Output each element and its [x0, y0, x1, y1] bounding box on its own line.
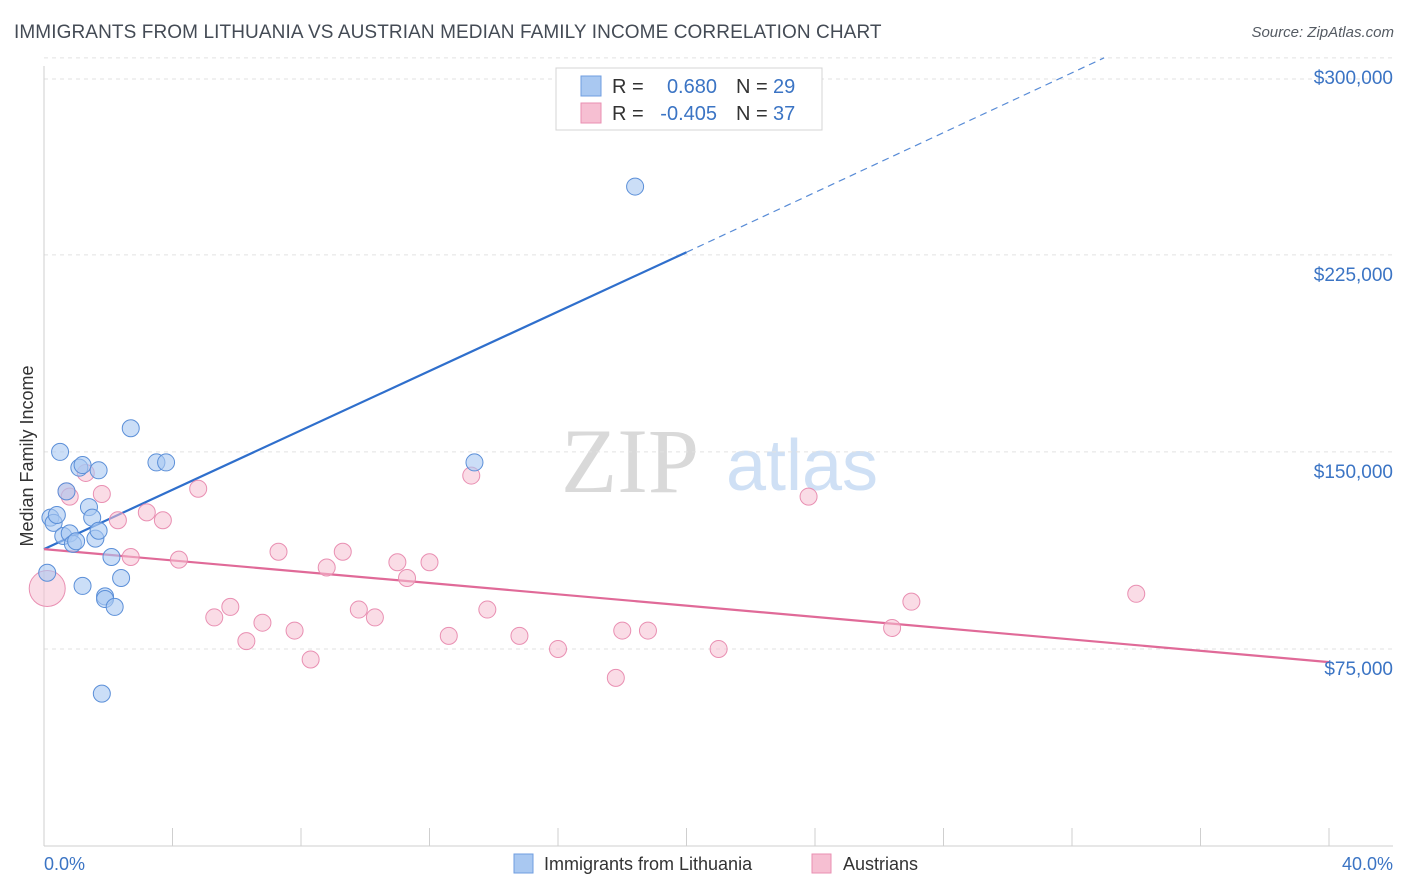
y-tick-label: $225,000 — [1314, 265, 1393, 286]
legend-r-value-1: 0.680 — [667, 76, 717, 98]
data-point-austrians — [253, 613, 272, 632]
data-point-austrians — [153, 511, 172, 530]
legend-r-value-2: -0.405 — [660, 103, 717, 125]
data-point-austrians — [439, 626, 458, 645]
x-min-label: 0.0% — [44, 854, 85, 874]
y-tick-label: $150,000 — [1314, 462, 1393, 483]
trend-line-austrians — [43, 548, 1330, 664]
data-point-austrians — [398, 569, 417, 588]
data-point-austrians — [137, 503, 156, 522]
data-point-austrians — [121, 548, 140, 567]
bottom-legend-label-2: Austrians — [843, 854, 918, 874]
data-point-austrians — [189, 479, 208, 498]
data-point-austrians — [883, 618, 902, 637]
data-point-austrians — [365, 608, 384, 627]
data-point-austrians — [606, 668, 625, 687]
bottom-legend-label-1: Immigrants from Lithuania — [544, 854, 753, 874]
legend-r-label-1: R = — [612, 76, 644, 98]
data-point-austrians — [237, 632, 256, 651]
trend-line-lithuania-extension — [686, 57, 1105, 253]
legend-n-value-1: 29 — [773, 76, 795, 98]
data-point-lithuania — [112, 569, 131, 588]
grid-lines — [44, 57, 1394, 650]
watermark-zip: ZIP — [561, 410, 699, 512]
legend-n-label-2: N = — [736, 103, 768, 125]
data-point-austrians — [92, 484, 111, 503]
source-label: Source: ZipAtlas.com — [1251, 24, 1394, 41]
data-point-austrians — [108, 511, 127, 530]
legend-n-label-1: N = — [736, 76, 768, 98]
correlation-legend: R = 0.680 N = 29 R = -0.405 N = 37 — [555, 67, 823, 131]
data-point-lithuania — [157, 453, 176, 472]
data-point-austrians — [205, 608, 224, 627]
data-point-lithuania — [73, 456, 92, 475]
data-point-lithuania — [92, 684, 111, 703]
data-point-lithuania — [626, 177, 645, 196]
legend-swatch-blue — [580, 75, 602, 97]
data-point-austrians — [221, 597, 240, 616]
data-point-austrians — [478, 600, 497, 619]
data-point-austrians — [613, 621, 632, 640]
data-point-austrians — [285, 621, 304, 640]
trend-lines — [43, 57, 1330, 664]
data-point-lithuania — [67, 532, 86, 551]
data-point-lithuania — [89, 521, 108, 540]
y-axis-title: Median Family Income — [17, 365, 37, 546]
data-point-austrians — [510, 626, 529, 645]
data-points — [28, 177, 1146, 703]
data-point-lithuania — [89, 461, 108, 480]
data-point-lithuania — [38, 563, 57, 582]
legend-r-label-2: R = — [612, 103, 644, 125]
data-point-lithuania — [47, 505, 66, 524]
bottom-legend-swatch-pink — [811, 853, 832, 874]
data-point-lithuania — [121, 419, 140, 438]
y-tick-labels: $75,000 $150,000 $225,000 $300,000 — [1314, 68, 1393, 680]
legend-n-value-2: 37 — [773, 103, 795, 125]
data-point-austrians — [333, 542, 352, 561]
data-point-austrians — [638, 621, 657, 640]
data-point-austrians — [169, 550, 188, 569]
legend-swatch-pink — [580, 102, 602, 124]
data-point-austrians — [317, 558, 336, 577]
data-point-lithuania — [73, 576, 92, 595]
data-point-austrians — [349, 600, 368, 619]
data-point-austrians — [549, 639, 567, 658]
data-point-lithuania — [465, 453, 484, 472]
y-tick-label: $300,000 — [1314, 68, 1393, 89]
y-tick-label: $75,000 — [1324, 659, 1393, 680]
data-point-lithuania — [57, 482, 76, 501]
data-point-austrians — [902, 592, 921, 611]
x-max-label: 40.0% — [1342, 854, 1393, 874]
data-point-austrians — [301, 650, 320, 669]
data-point-lithuania — [105, 597, 124, 616]
data-point-austrians — [799, 487, 818, 506]
data-point-lithuania — [51, 442, 70, 461]
trend-line-lithuania — [43, 251, 687, 551]
chart-title: IMMIGRANTS FROM LITHUANIA VS AUSTRIAN ME… — [14, 22, 882, 43]
data-point-austrians — [388, 553, 407, 572]
data-point-austrians — [269, 542, 288, 561]
axes — [43, 66, 1393, 847]
series-legend: Immigrants from Lithuania Austrians — [513, 853, 918, 874]
data-point-austrians — [1127, 584, 1146, 603]
data-point-austrians — [420, 553, 439, 572]
data-point-lithuania — [102, 548, 121, 567]
data-point-austrians — [709, 639, 728, 658]
bottom-legend-swatch-blue — [513, 853, 534, 874]
